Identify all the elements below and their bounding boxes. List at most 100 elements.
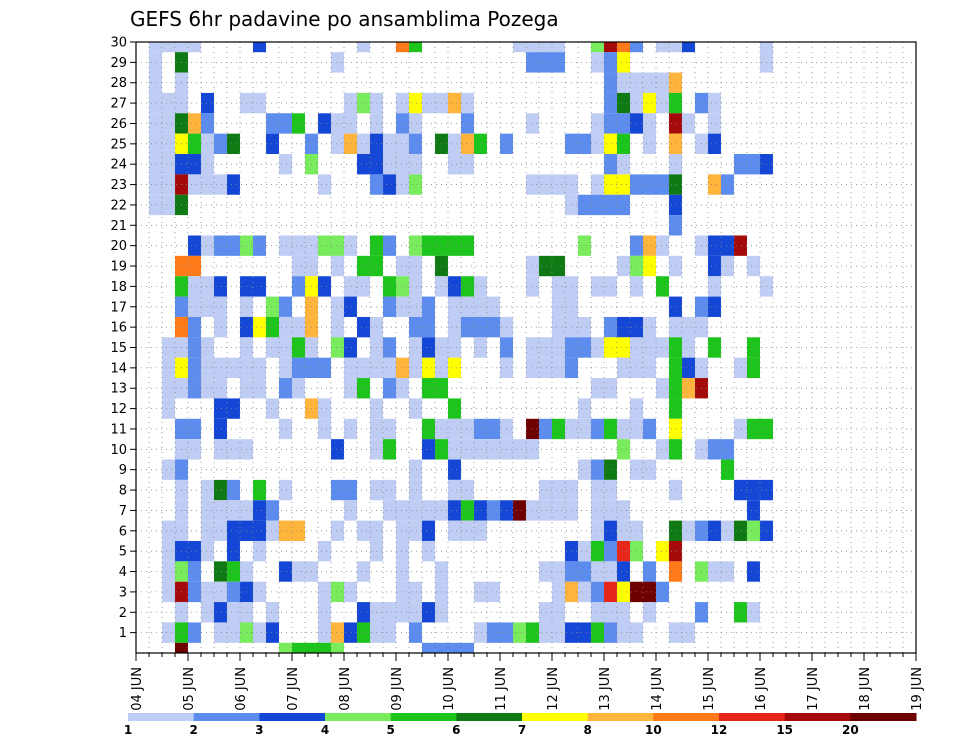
heatmap-cell bbox=[253, 622, 266, 643]
heatmap-cell bbox=[617, 72, 630, 93]
heatmap-cell bbox=[279, 154, 292, 175]
heatmap-cell bbox=[448, 235, 461, 256]
heatmap-cell bbox=[396, 378, 409, 399]
heatmap-cell bbox=[513, 622, 526, 643]
heatmap-cell bbox=[487, 418, 500, 440]
heatmap-cell bbox=[578, 194, 591, 216]
heatmap-cell bbox=[383, 133, 396, 155]
x-tick-label: 07 JUN bbox=[286, 667, 301, 711]
heatmap-cell bbox=[201, 92, 214, 114]
heatmap-cell bbox=[201, 133, 214, 155]
heatmap-cell bbox=[448, 439, 461, 460]
heatmap-cell bbox=[656, 540, 669, 562]
heatmap-cell bbox=[201, 479, 214, 501]
heatmap-cell bbox=[747, 357, 760, 379]
heatmap-cell bbox=[318, 174, 331, 195]
heatmap-cell bbox=[357, 42, 370, 53]
heatmap-cell bbox=[201, 602, 214, 623]
heatmap-cell bbox=[383, 357, 396, 379]
heatmap-cell bbox=[253, 316, 266, 338]
heatmap-cell bbox=[539, 418, 552, 440]
heatmap-cell bbox=[409, 337, 422, 358]
heatmap-cell bbox=[396, 255, 409, 277]
y-tick-label: 19 bbox=[110, 260, 127, 275]
y-tick-label: 29 bbox=[110, 56, 127, 71]
heatmap-cell bbox=[383, 500, 396, 521]
y-tick-label: 17 bbox=[110, 300, 127, 315]
heatmap-cell bbox=[344, 235, 357, 256]
heatmap-cell bbox=[253, 276, 266, 297]
heatmap-cell bbox=[448, 357, 461, 379]
heatmap-cell bbox=[591, 459, 604, 480]
heatmap-cell bbox=[201, 113, 214, 134]
heatmap-cell bbox=[162, 357, 175, 379]
heatmap-cell bbox=[409, 581, 422, 603]
heatmap-cell bbox=[617, 581, 630, 603]
heatmap-cell bbox=[617, 561, 630, 582]
heatmap-cell bbox=[578, 581, 591, 603]
heatmap-cell bbox=[552, 479, 565, 501]
heatmap-cell bbox=[487, 500, 500, 521]
heatmap-cell bbox=[552, 357, 565, 379]
heatmap-cell bbox=[201, 276, 214, 297]
y-tick-label: 9 bbox=[119, 463, 127, 478]
heatmap-cell bbox=[643, 255, 656, 277]
heatmap-cell bbox=[396, 113, 409, 134]
heatmap-cell bbox=[656, 235, 669, 256]
heatmap-cell bbox=[461, 92, 474, 114]
heatmap-cell bbox=[383, 337, 396, 358]
x-tick-label: 13 JUN bbox=[598, 667, 613, 711]
heatmap-cell bbox=[331, 113, 344, 134]
heatmap-cell bbox=[591, 520, 604, 541]
heatmap-cell bbox=[734, 479, 747, 501]
heatmap-cell bbox=[383, 622, 396, 643]
heatmap-cell bbox=[604, 154, 617, 175]
heatmap-cell bbox=[734, 357, 747, 379]
heatmap-cell bbox=[656, 42, 669, 53]
colorbar-label: 7 bbox=[518, 723, 526, 737]
heatmap-cell bbox=[201, 235, 214, 256]
x-tick-label: 18 JUN bbox=[858, 667, 873, 711]
heatmap-cell bbox=[461, 296, 474, 317]
heatmap-cell bbox=[526, 276, 539, 297]
heatmap-cell bbox=[266, 520, 279, 541]
x-tick-label: 09 JUN bbox=[390, 667, 405, 711]
heatmap-cell bbox=[656, 174, 669, 195]
y-tick-label: 11 bbox=[110, 422, 127, 437]
heatmap-cell bbox=[643, 133, 656, 155]
heatmap-cell bbox=[409, 602, 422, 623]
heatmap-cell bbox=[448, 520, 461, 541]
plot-frame bbox=[135, 41, 917, 654]
heatmap-cell bbox=[643, 174, 656, 195]
heatmap-cell bbox=[656, 378, 669, 399]
heatmap-cell bbox=[604, 133, 617, 155]
colorbar-label: 6 bbox=[452, 723, 460, 737]
heatmap-cell bbox=[617, 92, 630, 114]
grid-lines bbox=[136, 41, 916, 653]
heatmap-cell bbox=[162, 194, 175, 216]
heatmap-cell bbox=[448, 92, 461, 114]
heatmap-cell bbox=[669, 479, 682, 501]
heatmap-cell bbox=[201, 378, 214, 399]
y-tick-label: 16 bbox=[110, 321, 127, 336]
heatmap-cell bbox=[162, 520, 175, 541]
chart-title: GEFS 6hr padavine po ansamblima Pozega bbox=[130, 7, 559, 31]
heatmap-cell bbox=[682, 316, 695, 338]
y-tick-label: 15 bbox=[110, 341, 127, 356]
heatmap-cell bbox=[331, 439, 344, 460]
heatmap-cell bbox=[461, 316, 474, 338]
heatmap-cell bbox=[188, 316, 201, 338]
heatmap-cell bbox=[357, 357, 370, 379]
heatmap-cell bbox=[526, 418, 539, 440]
heatmap-cell bbox=[253, 357, 266, 379]
heatmap-cell bbox=[617, 439, 630, 460]
y-tick-label: 23 bbox=[110, 178, 127, 193]
heatmap-cell bbox=[279, 316, 292, 338]
heatmap-cell bbox=[214, 235, 227, 256]
heatmap-cell bbox=[162, 337, 175, 358]
heatmap-cell bbox=[396, 602, 409, 623]
heatmap-cell bbox=[396, 133, 409, 155]
heatmap-cell bbox=[747, 561, 760, 582]
heatmap-cell bbox=[214, 418, 227, 440]
heatmap-cell bbox=[331, 255, 344, 277]
